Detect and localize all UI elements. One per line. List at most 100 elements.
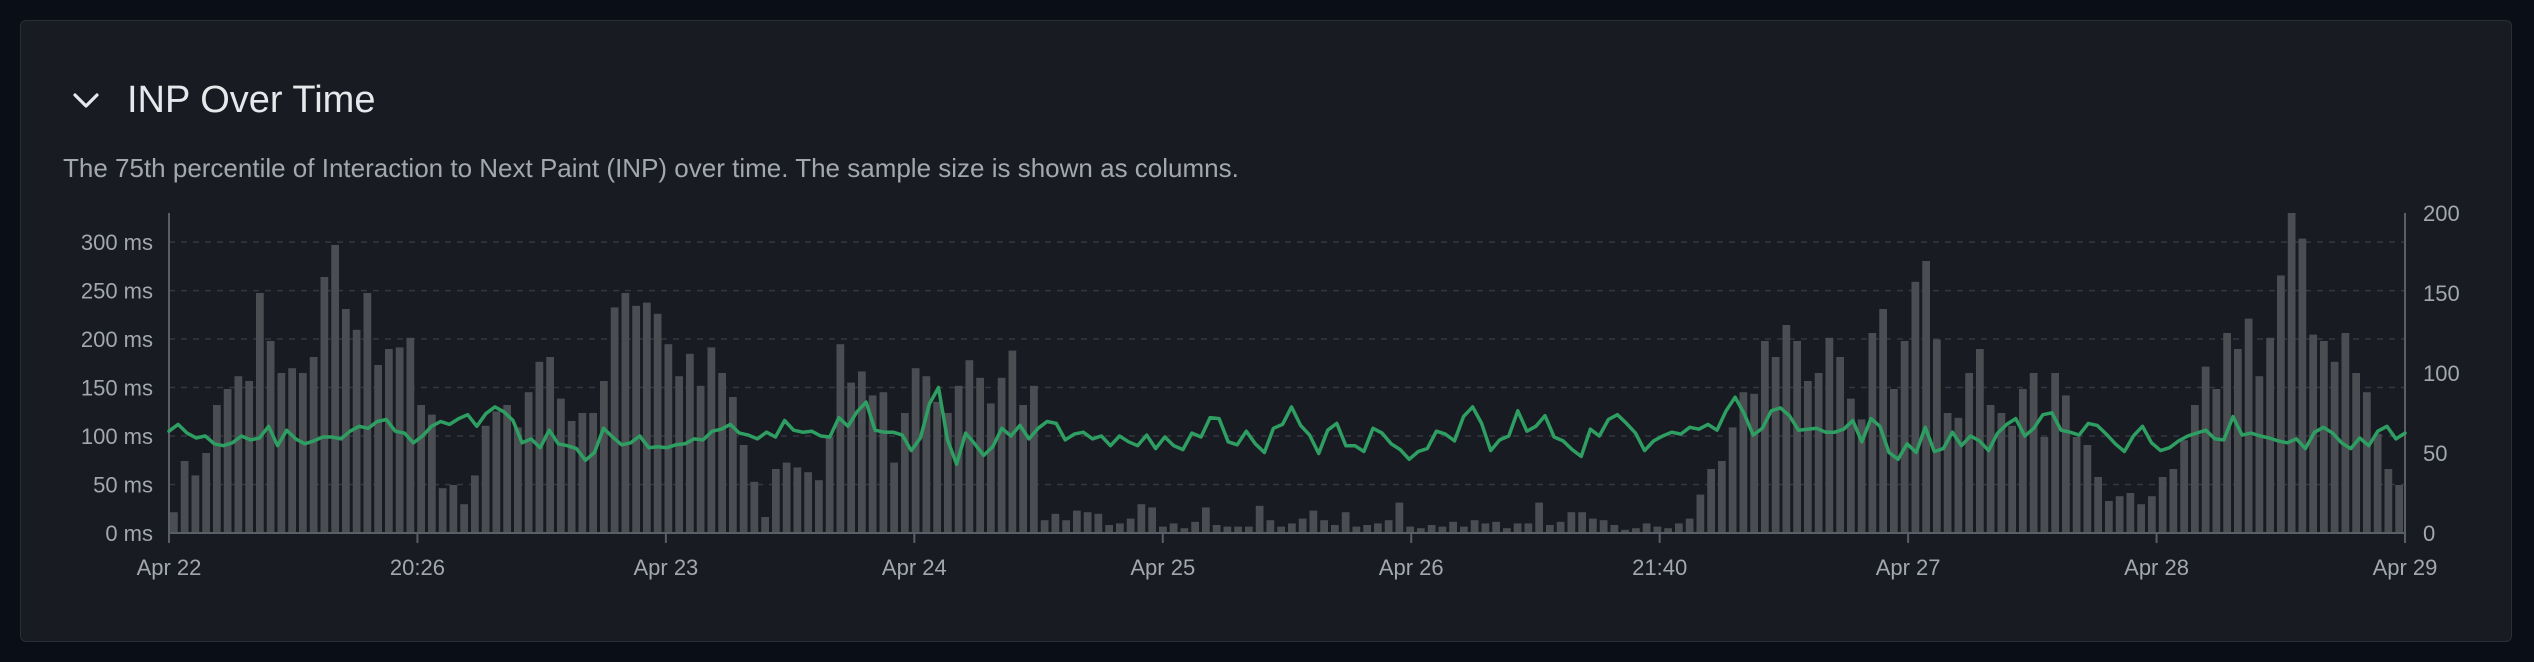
sample-bar[interactable] — [2105, 501, 2113, 533]
sample-bar[interactable] — [1094, 513, 1103, 533]
sample-bar[interactable] — [782, 462, 791, 533]
sample-bar[interactable] — [653, 313, 662, 533]
sample-bar[interactable] — [1040, 520, 1049, 533]
sample-bar[interactable] — [1169, 523, 1178, 533]
sample-bar[interactable] — [2180, 440, 2188, 533]
sample-bar[interactable] — [1868, 333, 1877, 533]
sample-bar[interactable] — [1051, 513, 1060, 533]
sample-bar[interactable] — [245, 381, 253, 533]
sample-bar[interactable] — [277, 373, 286, 533]
sample-bar[interactable] — [1427, 525, 1436, 533]
sample-bar[interactable] — [1245, 526, 1253, 533]
sample-bar[interactable] — [2320, 341, 2328, 533]
sample-bar[interactable] — [1266, 520, 1275, 533]
sample-bar[interactable] — [997, 377, 1006, 533]
sample-bar[interactable] — [503, 405, 511, 533]
sample-bar[interactable] — [987, 403, 995, 533]
sample-bar[interactable] — [836, 344, 845, 533]
sample-bar[interactable] — [793, 467, 802, 533]
sample-bar[interactable] — [1298, 518, 1307, 533]
sample-bar[interactable] — [299, 373, 307, 533]
sample-bar[interactable] — [266, 341, 275, 533]
sample-bar[interactable] — [2137, 504, 2145, 533]
sample-bar[interactable] — [256, 293, 264, 533]
sample-bar[interactable] — [1395, 502, 1404, 533]
sample-bar[interactable] — [1718, 461, 1726, 533]
sample-bar[interactable] — [2115, 496, 2124, 533]
sample-bar[interactable] — [1384, 520, 1393, 533]
sample-bar[interactable] — [1513, 523, 1522, 533]
sample-bar[interactable] — [761, 517, 769, 533]
sample-bar[interactable] — [1997, 413, 2006, 533]
chevron-down-icon[interactable] — [69, 84, 103, 118]
sample-bar[interactable] — [610, 307, 619, 533]
sample-bar[interactable] — [1890, 389, 1898, 533]
sample-bar[interactable] — [1492, 521, 1500, 533]
sample-bar[interactable] — [460, 504, 468, 533]
sample-bar[interactable] — [675, 376, 683, 533]
sample-bar[interactable] — [191, 475, 200, 533]
sample-bar[interactable] — [213, 405, 221, 533]
sample-bar[interactable] — [2051, 373, 2059, 533]
inp-line[interactable] — [167, 385, 2407, 466]
sample-bar[interactable] — [772, 469, 780, 533]
sample-bar[interactable] — [1535, 502, 1543, 533]
sample-bar[interactable] — [2158, 477, 2167, 533]
sample-bar[interactable] — [1653, 526, 1662, 533]
sample-bar[interactable] — [438, 488, 447, 533]
sample-bar[interactable] — [567, 421, 576, 533]
sample-bar[interactable] — [2363, 392, 2371, 533]
sample-bar[interactable] — [1159, 526, 1167, 533]
sample-bar[interactable] — [1986, 405, 1995, 533]
sample-bar[interactable] — [2287, 213, 2296, 533]
sample-bar[interactable] — [234, 376, 243, 533]
sample-bar[interactable] — [2094, 477, 2102, 533]
sample-bar[interactable] — [1599, 520, 1608, 533]
sample-bar[interactable] — [804, 472, 812, 533]
sample-bar[interactable] — [1836, 357, 1844, 533]
sample-bar[interactable] — [449, 485, 458, 533]
sample-bar[interactable] — [1363, 525, 1371, 533]
sample-bar[interactable] — [2083, 445, 2092, 533]
sample-bar[interactable] — [718, 373, 726, 533]
sample-bar[interactable] — [288, 368, 296, 533]
sample-bar[interactable] — [858, 371, 866, 533]
sample-bar[interactable] — [2266, 337, 2274, 533]
sample-bar[interactable] — [1105, 525, 1113, 533]
sample-bar[interactable] — [1556, 521, 1565, 533]
sample-bar[interactable] — [1825, 337, 1834, 533]
sample-bar[interactable] — [320, 277, 329, 533]
sample-bar[interactable] — [1578, 512, 1586, 533]
sample-bar[interactable] — [1309, 510, 1318, 533]
sample-bar[interactable] — [1481, 523, 1490, 533]
sample-bar[interactable] — [2019, 389, 2027, 533]
sample-bar[interactable] — [1933, 339, 1941, 533]
sample-bar[interactable] — [1438, 526, 1447, 533]
sample-bar[interactable] — [1460, 526, 1468, 533]
sample-bar[interactable] — [2277, 275, 2285, 533]
sample-bar[interactable] — [1073, 510, 1081, 533]
sample-bar[interactable] — [621, 293, 630, 533]
sample-bar[interactable] — [2234, 349, 2242, 533]
sample-bar[interactable] — [1255, 505, 1264, 533]
sample-bar[interactable] — [514, 427, 522, 533]
sample-bar[interactable] — [2062, 395, 2070, 533]
sample-bar[interactable] — [1180, 528, 1189, 533]
sample-bar[interactable] — [395, 347, 404, 533]
sample-bar[interactable] — [1116, 523, 1124, 533]
sample-bar[interactable] — [342, 309, 350, 533]
sample-bar[interactable] — [1503, 528, 1511, 533]
sample-bar[interactable] — [2244, 318, 2253, 533]
sample-bar[interactable] — [965, 360, 974, 533]
sample-bar[interactable] — [1008, 350, 1017, 533]
sample-bar[interactable] — [696, 385, 705, 533]
sample-bar[interactable] — [1879, 309, 1887, 533]
sample-bar[interactable] — [1341, 512, 1350, 533]
sample-bar[interactable] — [385, 349, 393, 533]
sample-bar[interactable] — [1739, 392, 1748, 533]
sample-bar[interactable] — [2373, 433, 2382, 533]
sample-bar[interactable] — [729, 397, 737, 533]
sample-bar[interactable] — [1782, 325, 1791, 533]
sample-bar[interactable] — [1621, 529, 1629, 533]
sample-bar[interactable] — [868, 395, 877, 533]
